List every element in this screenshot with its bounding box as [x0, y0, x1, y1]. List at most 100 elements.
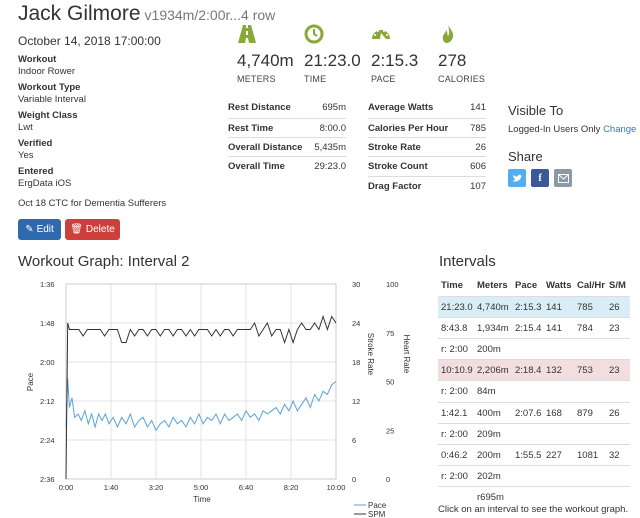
chart-grid [65, 283, 337, 480]
pace-tick-label: 2:36 [40, 475, 55, 484]
workout-subtitle: v1934m/2:00r...4 row [144, 7, 276, 23]
stroke-rate-axis-label: Stroke Rate [366, 333, 375, 376]
stat-pace: 2:15.3 PACE [371, 24, 418, 84]
stat-row-label: Rest Distance [228, 102, 291, 114]
interval-cell: 2,206m [477, 365, 509, 377]
interval-cell: 2:07.6 [515, 407, 542, 419]
stat-row: Drag Factor 107 [368, 176, 486, 196]
field-workout: Workout Indoor Rower [18, 54, 75, 78]
interval-cell: 8:43.8 [441, 323, 468, 335]
interval-cell: 23 [609, 365, 620, 377]
stat-row-label: Average Watts [368, 102, 434, 114]
clock-icon [304, 24, 324, 44]
x-tick-label: 1:40 [104, 483, 119, 492]
stat-row-value: 606 [470, 160, 486, 172]
series-line-pace [65, 378, 337, 432]
pace-tick-label: 2:00 [40, 358, 55, 367]
change-visibility-link[interactable]: Change [603, 124, 637, 135]
interval-cell: 141 [546, 323, 562, 335]
interval-row[interactable]: r: 2:00 209m [438, 422, 630, 444]
interval-cell: 1081 [577, 449, 599, 461]
stat-row: Stroke Rate 26 [368, 137, 486, 157]
interval-row[interactable]: 21:23.0 4,740m 2:15.3 141 785 26 [438, 296, 630, 317]
workout-note: Oct 18 CTC for Dementia Sufferers [18, 198, 167, 209]
stat-row-value: 26 [475, 141, 486, 153]
workout-date: October 14, 2018 17:00:00 [18, 34, 161, 48]
facebook-icon: f [538, 172, 542, 184]
visible-to-heading: Visible To [508, 103, 564, 118]
twitter-icon [512, 174, 522, 182]
hr-tick-label: 75 [386, 329, 394, 338]
column-header: Cal/Hr [577, 280, 605, 291]
hr-tick-label: 0 [386, 475, 390, 484]
column-header: Meters [477, 280, 508, 291]
stat-row-value: 695m [322, 102, 346, 114]
email-share-button[interactable] [554, 169, 572, 187]
interval-cell: 26 [609, 302, 620, 313]
page-title: Jack Gilmore v1934m/2:00r...4 row [18, 2, 275, 26]
interval-cell: 2:15.3 [515, 302, 542, 313]
x-axis-label: Time [193, 495, 211, 504]
workout-graph[interactable]: 1:36 30 1:48 24 2:00 18 2:12 12 2:24 6 2:36 0 100 75 5… [0, 272, 430, 518]
field-verified: Verified Yes [18, 138, 52, 162]
interval-cell: 26 [609, 407, 620, 419]
interval-row[interactable]: 10:10.9 2,206m 2:18.4 132 753 23 [438, 359, 630, 381]
legend-spm-label: SPM [368, 510, 386, 518]
stat-row: Overall Distance 5,435m [228, 137, 346, 157]
field-label: Entered [18, 166, 54, 177]
heart-rate-axis-label: Heart Rate [402, 335, 411, 374]
interval-row[interactable]: r: 2:00 202m [438, 464, 630, 486]
interval-row[interactable]: 0:46.2 200m 1:55.5 227 1081 32 [438, 443, 630, 465]
spm-tick-label: 0 [352, 475, 356, 484]
interval-cell: 227 [546, 449, 562, 461]
stat-row: Stroke Count 606 [368, 156, 486, 176]
interval-cell: 1:55.5 [515, 449, 542, 461]
stat-row-value: 141 [470, 102, 486, 114]
field-value: Lwt [18, 122, 33, 133]
athlete-name: Jack Gilmore [18, 2, 141, 25]
stat-row-value: 785 [470, 122, 486, 134]
interval-cell: 0:46.2 [441, 449, 468, 461]
pace-tick-label: 2:24 [40, 436, 55, 445]
pencil-icon: ✎ [25, 224, 34, 235]
email-icon [557, 173, 569, 183]
facebook-share-button[interactable]: f [531, 169, 549, 187]
twitter-share-button[interactable] [508, 169, 526, 187]
field-workout-type: Workout Type Variable Interval [18, 82, 86, 106]
interval-cell: 1,934m [477, 323, 509, 335]
interval-row[interactable]: 1:42.1 400m 2:07.6 168 879 26 [438, 401, 630, 423]
field-value: ErgData iOS [18, 178, 72, 189]
road-icon [238, 25, 256, 43]
stat-row-label: Overall Distance [228, 141, 303, 153]
stat-row-value: 5,435m [314, 141, 346, 153]
x-tick-label: 3:20 [149, 483, 164, 492]
edit-label: Edit [36, 224, 54, 235]
delete-button[interactable]: 🗑 Delete [65, 219, 120, 240]
interval-cell: r: 2:00 [441, 386, 468, 398]
trash-icon: 🗑 [70, 224, 83, 235]
hr-tick-label: 50 [386, 378, 394, 387]
interval-cell: 168 [546, 407, 562, 419]
stat-meters: 4,740m METERS [237, 24, 294, 84]
visibility-value: Logged-In Users Only [508, 124, 601, 135]
interval-cell: 200m [477, 449, 501, 461]
column-header: S/M [609, 280, 626, 291]
stat-value: 2:15.3 [371, 51, 419, 70]
speedometer-icon [372, 30, 390, 39]
interval-cell: 2:18.4 [515, 365, 542, 377]
field-label: Weight Class [18, 110, 78, 121]
edit-button[interactable]: ✎ Edit [18, 219, 61, 240]
interval-row[interactable]: 8:43.8 1,934m 2:15.4 141 784 23 [438, 317, 630, 338]
pace-tick-label: 2:12 [40, 397, 55, 406]
flame-icon [442, 25, 454, 43]
stat-row-label: Drag Factor [368, 180, 422, 192]
interval-cell: 400m [477, 407, 501, 419]
interval-row[interactable]: r: 2:00 200m [438, 338, 630, 359]
interval-row[interactable]: r: 2:00 84m [438, 380, 630, 401]
interval-row[interactable]: r695m [438, 485, 630, 507]
interval-cell: 84m [477, 386, 496, 398]
pace-tick-label: 1:36 [40, 280, 55, 289]
column-header: Watts [546, 280, 572, 291]
stat-row-label: Overall Time [228, 160, 285, 172]
stat-time: 21:23.0 TIME [304, 24, 361, 84]
